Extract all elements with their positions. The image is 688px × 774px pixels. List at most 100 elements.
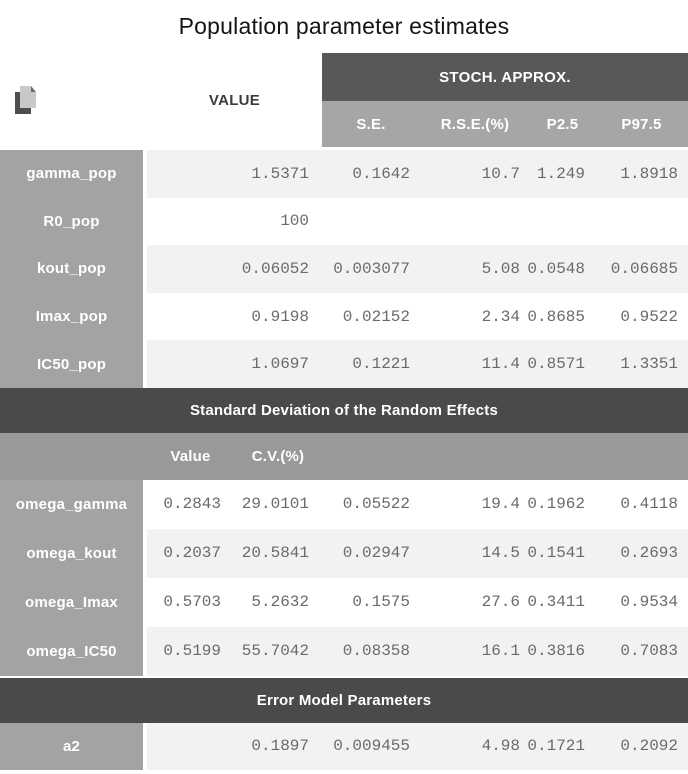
- row-label: Imax_pop: [0, 292, 143, 341]
- stoch-subcolumns: S.E. R.S.E.(%) P2.5 P97.5: [322, 101, 688, 147]
- cell-rse: 27.6: [420, 577, 530, 627]
- cell-p25: 0.1541: [527, 528, 595, 578]
- cell-value: 1.0697: [147, 340, 322, 388]
- label-gap: [143, 479, 147, 529]
- cell-value: 0.2037: [147, 528, 234, 578]
- row-label: omega_gamma: [0, 479, 143, 529]
- label-gap: [143, 340, 147, 388]
- label-gap: [143, 245, 147, 293]
- cell-se: 0.05522: [322, 479, 420, 529]
- divider: [0, 675, 688, 678]
- label-gap: [143, 722, 147, 770]
- cell-rse: 16.1: [420, 626, 530, 676]
- cell-p975: [595, 197, 688, 246]
- cell-value: 0.1897: [147, 722, 322, 770]
- cell-rse: [420, 197, 530, 246]
- column-header-rse: R.S.E.(%): [440, 115, 510, 133]
- table-row: Imax_pop 0.9198 0.02152 2.34 0.8685 0.95…: [0, 292, 688, 341]
- label-gap: [143, 626, 147, 676]
- table-row: kout_pop 0.06052 0.003077 5.08 0.0548 0.…: [0, 245, 688, 293]
- cell-p25: 0.3411: [527, 577, 595, 627]
- cell-p25: 0.8571: [527, 340, 595, 388]
- row-label: omega_kout: [0, 528, 143, 578]
- cell-value: 1.5371: [147, 150, 322, 198]
- column-header-se: S.E.: [356, 115, 386, 133]
- row-label: a2: [0, 722, 143, 770]
- cell-p25: 1.249: [530, 150, 595, 198]
- cell-p25: 0.0548: [527, 245, 595, 293]
- cell-p975: 1.3351: [595, 340, 688, 388]
- cell-p975: 0.4118: [595, 479, 688, 529]
- table-row: IC50_pop 1.0697 0.1221 11.4 0.8571 1.335…: [0, 340, 688, 388]
- cell-se: 0.1221: [322, 340, 420, 388]
- cell-p975: 0.7083: [595, 626, 688, 676]
- cell-rse: 19.4: [420, 479, 530, 529]
- cell-se: 0.009455: [322, 722, 420, 770]
- cell-p25: 0.8685: [527, 292, 595, 341]
- copy-icon[interactable]: [13, 84, 39, 116]
- cell-p975: 0.06685: [595, 245, 688, 293]
- cell-cv: 55.7042: [234, 626, 322, 676]
- cell-value: 0.5199: [147, 626, 234, 676]
- column-group-header-stoch-approx: STOCH. APPROX.: [322, 53, 688, 101]
- cell-value: 0.9198: [147, 292, 322, 341]
- page-title: Population parameter estimates: [178, 13, 510, 39]
- cell-cv: 5.2632: [234, 577, 322, 627]
- table-row: omega_IC50 0.5199 55.7042 0.08358 16.1 0…: [0, 626, 688, 676]
- column-header-omega-cv: C.V.(%): [251, 447, 305, 465]
- subheader-spacer: [322, 433, 420, 480]
- label-gap: [143, 528, 147, 578]
- label-gap: [143, 150, 147, 198]
- cell-se: [322, 197, 420, 246]
- cell-se: 0.003077: [322, 245, 420, 293]
- subheader-spacer: [420, 433, 530, 480]
- cell-rse: 11.4: [420, 340, 530, 388]
- cell-rse: 5.08: [420, 245, 530, 293]
- cell-p25: 0.1721: [527, 722, 595, 770]
- cell-p975: 0.2693: [595, 528, 688, 578]
- row-label: IC50_pop: [0, 340, 143, 388]
- row-label: R0_pop: [0, 197, 143, 246]
- table-row: omega_gamma 0.2843 29.0101 0.05522 19.4 …: [0, 479, 688, 529]
- cell-p25: 0.3816: [527, 626, 595, 676]
- subheader-spacer: [595, 433, 688, 480]
- cell-value: 0.2843: [147, 479, 234, 529]
- cell-p975: 1.8918: [595, 150, 688, 198]
- table-row: gamma_pop 1.5371 0.1642 10.7 1.249 1.891…: [0, 150, 688, 198]
- row-label: kout_pop: [0, 245, 143, 293]
- cell-p25: [530, 197, 595, 246]
- cell-p25: 0.1962: [527, 479, 595, 529]
- subheader-spacer: [0, 433, 143, 480]
- divider: [0, 147, 688, 150]
- cell-value: 0.06052: [147, 245, 322, 293]
- table-row: R0_pop 100: [0, 197, 688, 246]
- cell-value: 100: [147, 197, 322, 246]
- column-header-p975: P97.5: [621, 115, 662, 133]
- cell-rse: 10.7: [420, 150, 530, 198]
- table-row: omega_Imax 0.5703 5.2632 0.1575 27.6 0.3…: [0, 577, 688, 627]
- cell-se: 0.1575: [322, 577, 420, 627]
- table-header: VALUE STOCH. APPROX. S.E. R.S.E.(%) P2.5…: [0, 53, 688, 147]
- cell-value: 0.5703: [147, 577, 234, 627]
- subheader-spacer: [530, 433, 595, 480]
- label-gap: [143, 577, 147, 627]
- table-row: a2 0.1897 0.009455 4.98 0.1721 0.2092: [0, 722, 688, 770]
- cell-p975: 0.9522: [595, 292, 688, 341]
- stoch-approx-group: STOCH. APPROX. S.E. R.S.E.(%) P2.5 P97.5: [322, 53, 688, 147]
- cell-se: 0.02152: [322, 292, 420, 341]
- row-label: omega_Imax: [0, 577, 143, 627]
- label-gap: [143, 292, 147, 341]
- section-header-random-effects: Standard Deviation of the Random Effects: [0, 387, 688, 433]
- column-header-omega-value: Value: [170, 447, 211, 465]
- table-row: omega_kout 0.2037 20.5841 0.02947 14.5 0…: [0, 528, 688, 578]
- section-header-error-model: Error Model Parameters: [0, 677, 688, 723]
- cell-cv: 20.5841: [234, 528, 322, 578]
- column-header-value: VALUE: [147, 53, 322, 147]
- cell-se: 0.02947: [322, 528, 420, 578]
- row-label: omega_IC50: [0, 626, 143, 676]
- header-icon-cell: [0, 53, 147, 147]
- row-label: gamma_pop: [0, 150, 143, 198]
- cell-rse: 4.98: [420, 722, 530, 770]
- subheader-row: Value C.V.(%): [0, 432, 688, 480]
